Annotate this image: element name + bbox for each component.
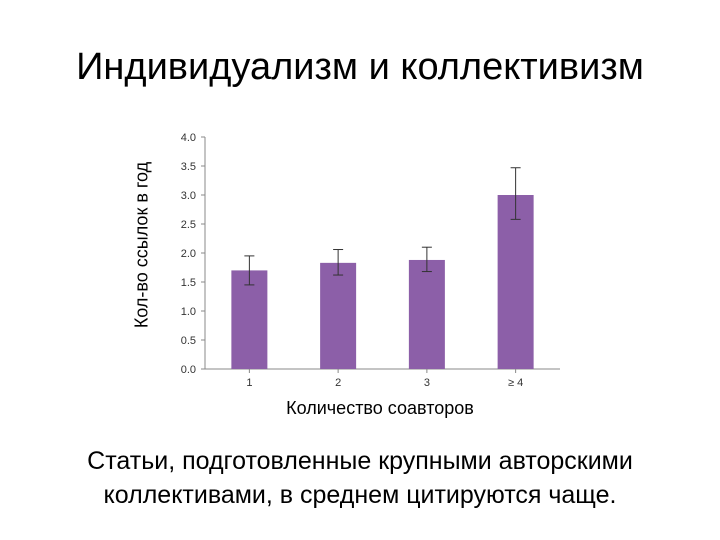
bar: [320, 262, 357, 369]
x-tick-label: 3: [424, 377, 430, 389]
y-tick-label: 0.5: [181, 335, 196, 347]
y-tick-label: 1.0: [181, 306, 196, 318]
caption-line-2: коллективами, в среднем цитируются чаще.: [103, 481, 617, 509]
y-tick-label: 1.5: [181, 277, 196, 289]
bar: [497, 195, 534, 369]
slide-title: Индивидуализм и коллективизм: [76, 46, 644, 88]
x-tick-label: 1: [246, 377, 252, 389]
y-tick-label: 3.5: [181, 161, 196, 173]
x-tick-label: 2: [335, 377, 341, 389]
slide-caption: Статьи, подготовленные крупными авторски…: [0, 444, 720, 512]
y-tick-label: 3.0: [181, 190, 196, 202]
bar: [408, 259, 445, 369]
y-tick-label: 2.5: [181, 219, 196, 231]
y-tick-label: 2.0: [181, 248, 196, 260]
y-tick-label: 4.0: [181, 132, 196, 144]
y-tick-label: 0.0: [181, 364, 196, 376]
x-tick-label: ≥ 4: [508, 377, 523, 389]
bar: [231, 270, 268, 369]
x-axis-label: Количество соавторов: [286, 398, 474, 418]
caption-line-1: Статьи, подготовленные крупными авторски…: [87, 447, 633, 475]
